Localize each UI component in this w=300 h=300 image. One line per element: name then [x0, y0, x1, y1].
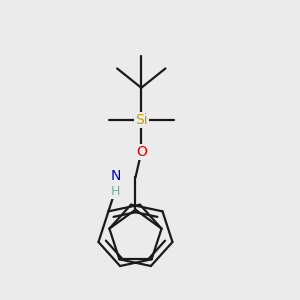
Text: N: N: [110, 169, 121, 183]
Text: H: H: [111, 185, 120, 198]
Text: O: O: [136, 145, 147, 159]
Text: Si: Si: [135, 113, 148, 127]
